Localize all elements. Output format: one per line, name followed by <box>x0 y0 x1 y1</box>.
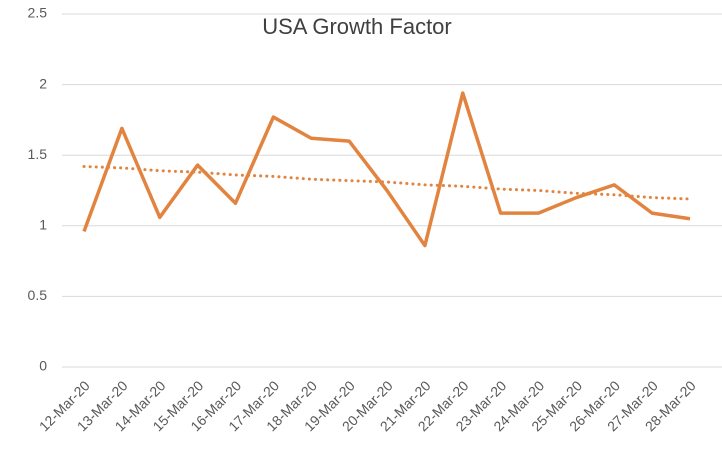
chart-title: USA Growth Factor <box>262 14 452 39</box>
data-line <box>82 91 691 248</box>
y-tick-label: 2 <box>39 75 47 91</box>
y-tick-label: 1.5 <box>28 146 48 162</box>
y-tick-label: 2.5 <box>28 5 48 21</box>
y-tick-label: 0.5 <box>28 287 48 303</box>
trend-line <box>82 164 692 201</box>
y-tick-label: 1 <box>39 217 47 233</box>
y-tick-label: 0 <box>39 358 47 374</box>
